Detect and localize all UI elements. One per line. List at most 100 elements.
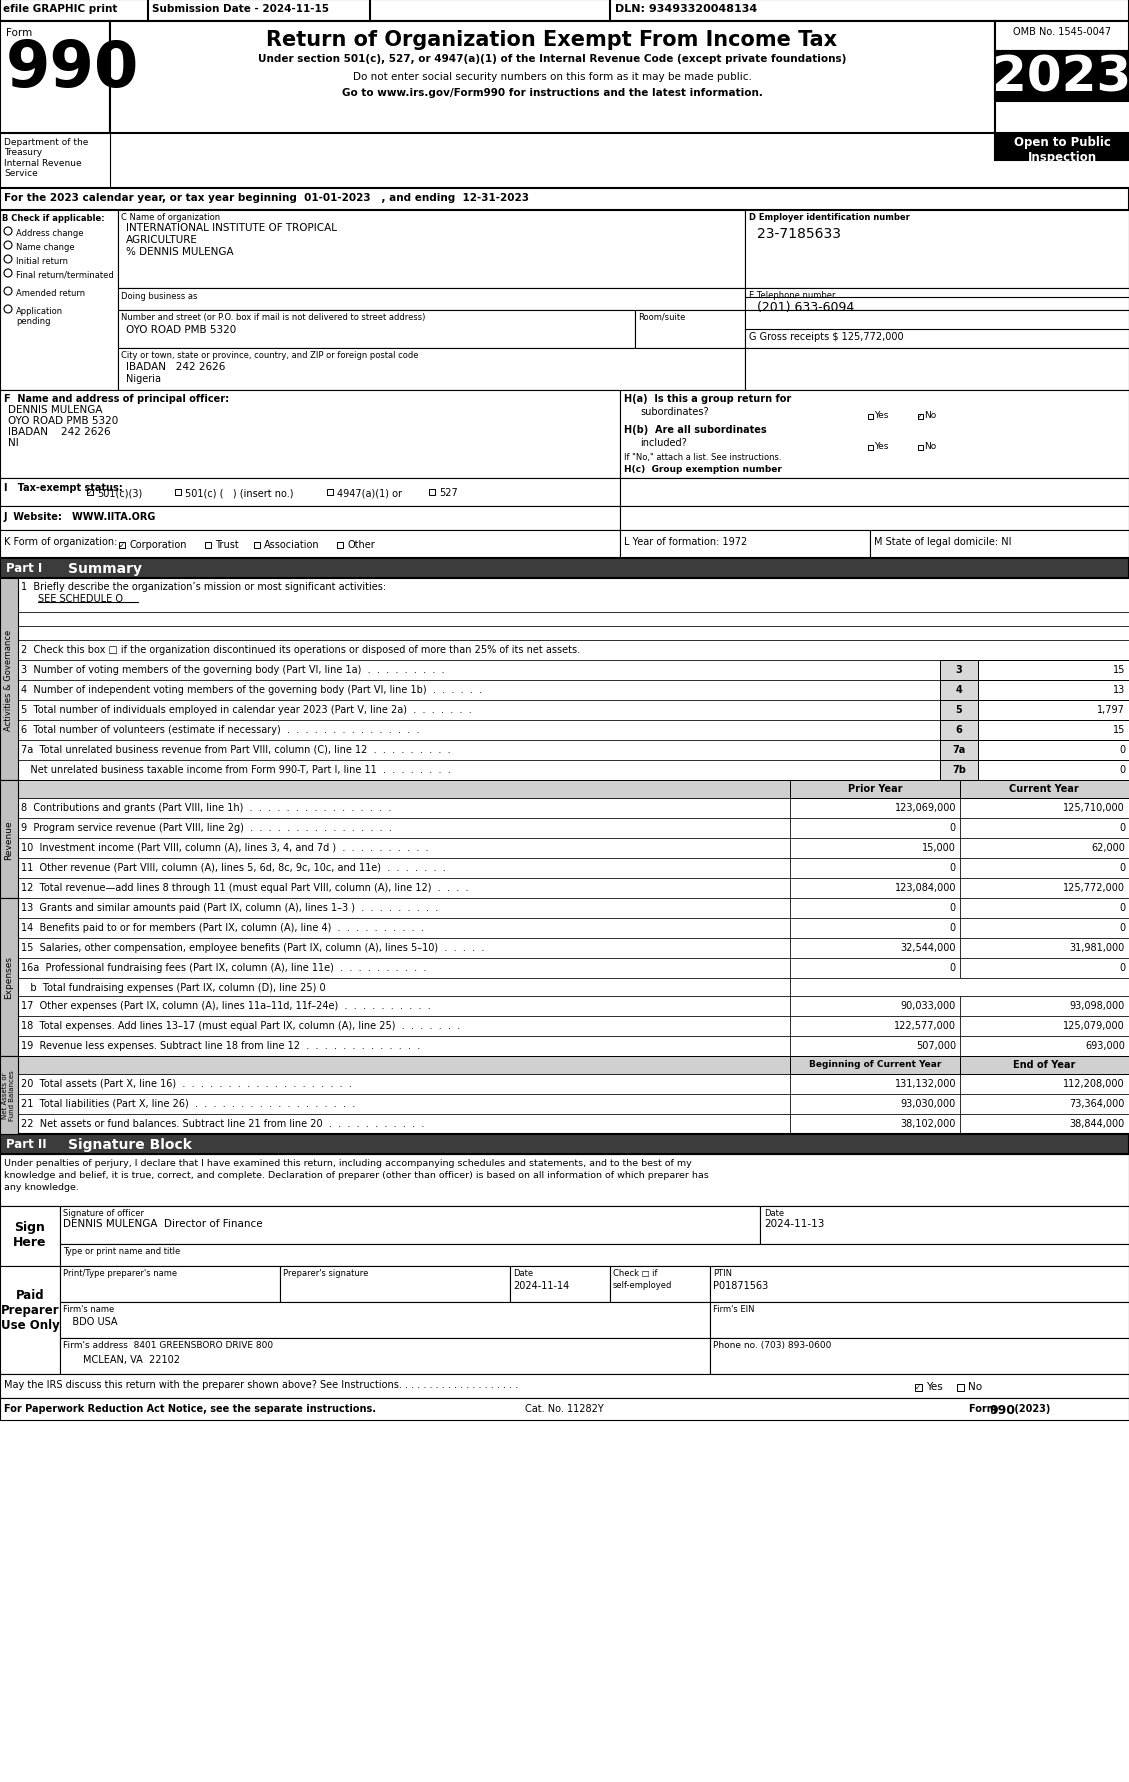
Bar <box>620 479 1129 506</box>
Bar <box>978 761 1129 781</box>
Text: 125,079,000: 125,079,000 <box>1064 1021 1124 1030</box>
Bar <box>0 506 620 531</box>
Text: Trust: Trust <box>215 540 238 549</box>
Text: K Form of organization:: K Form of organization: <box>5 536 117 547</box>
Bar <box>960 898 1129 918</box>
Text: 990: 990 <box>989 1402 1015 1417</box>
Text: 73,364,000: 73,364,000 <box>1069 1098 1124 1108</box>
Text: 16a  Professional fundraising fees (Part IX, column (A), line 11e)  .  .  .  .  : 16a Professional fundraising fees (Part … <box>21 962 427 973</box>
Text: DENNIS MULENGA  Director of Finance: DENNIS MULENGA Director of Finance <box>63 1219 263 1228</box>
Text: 14  Benefits paid to or for members (Part IX, column (A), line 4)  .  .  .  .  .: 14 Benefits paid to or for members (Part… <box>21 923 423 932</box>
Text: 31,981,000: 31,981,000 <box>1070 943 1124 952</box>
Bar <box>868 446 873 451</box>
Bar <box>0 1267 60 1374</box>
Text: E Telephone number: E Telephone number <box>749 290 835 299</box>
Text: 0: 0 <box>949 962 956 973</box>
Text: 1  Briefly describe the organization’s mission or most significant activities:: 1 Briefly describe the organization’s mi… <box>21 581 386 592</box>
Text: Current Year: Current Year <box>1009 784 1079 793</box>
Text: 3  Number of voting members of the governing body (Part VI, line 1a)  .  .  .  .: 3 Number of voting members of the govern… <box>21 665 445 675</box>
Text: Check □ if: Check □ if <box>613 1269 657 1278</box>
Text: Part II: Part II <box>6 1137 46 1151</box>
Bar <box>940 761 978 781</box>
Bar <box>18 859 790 879</box>
Bar <box>18 798 790 818</box>
Text: 7a  Total unrelated business revenue from Part VIII, column (C), line 12  .  .  : 7a Total unrelated business revenue from… <box>21 745 450 754</box>
Text: b  Total fundraising expenses (Part IX, column (D), line 25) 0: b Total fundraising expenses (Part IX, c… <box>21 982 325 993</box>
Text: 17  Other expenses (Part IX, column (A), lines 11a–11d, 11f–24e)  .  .  .  .  . : 17 Other expenses (Part IX, column (A), … <box>21 1000 431 1010</box>
Text: 23-7185633: 23-7185633 <box>758 226 841 241</box>
Bar <box>914 1385 922 1392</box>
Text: 5: 5 <box>955 704 962 715</box>
Bar <box>60 1303 710 1338</box>
Text: Nigeria: Nigeria <box>126 374 161 383</box>
Text: NI: NI <box>8 438 19 447</box>
Text: 20  Total assets (Part X, line 16)  .  .  .  .  .  .  .  .  .  .  .  .  .  .  . : 20 Total assets (Part X, line 16) . . . … <box>21 1078 352 1089</box>
Text: 507,000: 507,000 <box>916 1041 956 1050</box>
Text: Phone no. (703) 893-0600: Phone no. (703) 893-0600 <box>714 1340 831 1349</box>
Text: 6: 6 <box>955 725 962 734</box>
Text: Firm's EIN: Firm's EIN <box>714 1304 754 1313</box>
Text: BDO USA: BDO USA <box>63 1317 117 1326</box>
Text: 12  Total revenue—add lines 8 through 11 (must equal Part VIII, column (A), line: 12 Total revenue—add lines 8 through 11 … <box>21 882 469 893</box>
Text: Preparer's signature: Preparer's signature <box>283 1269 368 1278</box>
Text: 0: 0 <box>949 923 956 932</box>
Text: 501(c)(3): 501(c)(3) <box>97 488 142 497</box>
Bar <box>119 210 745 289</box>
Text: 0: 0 <box>1119 923 1124 932</box>
Bar <box>960 859 1129 879</box>
Text: ✓: ✓ <box>916 1385 921 1390</box>
Text: Net Assets or
Fund Balances: Net Assets or Fund Balances <box>2 1069 16 1121</box>
Bar <box>790 859 960 879</box>
Text: Initial return: Initial return <box>16 257 68 266</box>
Bar <box>0 21 110 134</box>
Text: 2024-11-13: 2024-11-13 <box>764 1219 824 1228</box>
Text: City or town, state or province, country, and ZIP or foreign postal code: City or town, state or province, country… <box>121 351 419 360</box>
Bar <box>960 1114 1129 1135</box>
Bar <box>745 210 1129 289</box>
Text: OYO ROAD PMB 5320: OYO ROAD PMB 5320 <box>8 415 119 426</box>
Bar <box>790 1075 960 1094</box>
Bar <box>940 700 978 720</box>
Text: 2  Check this box □ if the organization discontinued its operations or disposed : 2 Check this box □ if the organization d… <box>21 645 580 654</box>
Text: OYO ROAD PMB 5320: OYO ROAD PMB 5320 <box>126 324 236 335</box>
Bar <box>18 996 790 1016</box>
Text: Number and street (or P.O. box if mail is not delivered to street address): Number and street (or P.O. box if mail i… <box>121 314 426 323</box>
Bar <box>960 1057 1129 1075</box>
Bar <box>960 839 1129 859</box>
Text: DENNIS MULENGA: DENNIS MULENGA <box>8 405 103 415</box>
Text: No: No <box>924 412 936 421</box>
Bar <box>0 479 620 506</box>
Bar <box>18 579 1129 613</box>
Text: 122,577,000: 122,577,000 <box>894 1021 956 1030</box>
Text: Go to www.irs.gov/Form990 for instructions and the latest information.: Go to www.irs.gov/Form990 for instructio… <box>342 87 762 98</box>
Bar <box>18 898 790 918</box>
Bar <box>18 642 1129 661</box>
Bar <box>745 349 1129 390</box>
Text: If "No," attach a list. See instructions.: If "No," attach a list. See instructions… <box>624 453 781 462</box>
Text: F  Name and address of principal officer:: F Name and address of principal officer: <box>5 394 229 405</box>
Bar <box>620 506 1129 531</box>
Text: IBADAN   242 2626: IBADAN 242 2626 <box>126 362 226 372</box>
Text: 15: 15 <box>1112 725 1124 734</box>
Bar <box>745 310 1129 349</box>
Text: 10  Investment income (Part VIII, column (A), lines 3, 4, and 7d )  .  .  .  .  : 10 Investment income (Part VIII, column … <box>21 843 429 852</box>
Bar <box>960 1037 1129 1057</box>
Text: OMB No. 1545-0047: OMB No. 1545-0047 <box>1013 27 1111 37</box>
Text: Yes: Yes <box>926 1381 943 1392</box>
Bar <box>0 1135 1129 1155</box>
Bar <box>18 1057 1129 1075</box>
Bar <box>18 1075 790 1094</box>
Bar <box>0 1155 1129 1206</box>
Text: Room/suite: Room/suite <box>638 314 685 323</box>
Bar <box>87 490 93 495</box>
Bar <box>868 415 873 421</box>
Text: May the IRS discuss this return with the preparer shown above? See Instructions.: May the IRS discuss this return with the… <box>5 1379 518 1390</box>
Text: 62,000: 62,000 <box>1091 843 1124 852</box>
Bar <box>918 415 924 421</box>
Text: subordinates?: subordinates? <box>640 406 709 417</box>
Bar <box>18 720 1129 741</box>
Bar <box>610 1267 710 1303</box>
Text: included?: included? <box>640 438 686 447</box>
Text: 93,030,000: 93,030,000 <box>901 1098 956 1108</box>
Bar <box>960 996 1129 1016</box>
